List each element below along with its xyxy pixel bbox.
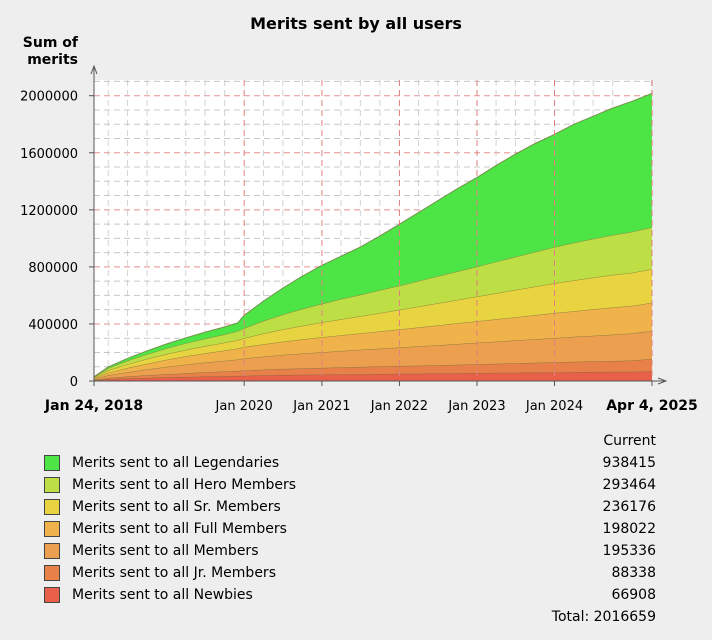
y-ticks: 0 400000 800000 1200000 1600000 2000000 xyxy=(20,90,94,390)
x-tick-label: Apr 4, 2025 xyxy=(606,398,698,414)
legend-item: Merits sent to all Sr. Members 236176 xyxy=(44,496,656,518)
legend-header: Current xyxy=(603,433,656,449)
legend-item: Merits sent to all Hero Members 293464 xyxy=(44,474,656,496)
legend-swatch xyxy=(44,565,60,581)
legend-label: Merits sent to all Newbies xyxy=(72,587,253,603)
area-series xyxy=(94,371,652,381)
legend-label: Merits sent to all Sr. Members xyxy=(72,499,281,515)
legend-value: 195336 xyxy=(602,543,656,559)
legend-swatch xyxy=(44,521,60,537)
x-tick-label: Jan 2020 xyxy=(215,399,273,414)
legend-label: Merits sent to all Legendaries xyxy=(72,455,280,471)
legend-item: Merits sent to all Full Members 198022 xyxy=(44,518,656,540)
legend-value: 938415 xyxy=(602,455,656,471)
area-series xyxy=(94,93,652,378)
y-axis-label-line2: merits xyxy=(27,52,78,68)
legend-swatch xyxy=(44,499,60,515)
y-axis-label-line1: Sum of xyxy=(23,35,79,51)
area-series xyxy=(94,227,652,378)
y-tick-label: 1600000 xyxy=(20,147,78,162)
chart-title: Merits sent by all users xyxy=(250,14,462,33)
legend-label: Merits sent to all Full Members xyxy=(72,521,287,537)
legend-item: Merits sent to all Newbies 66908 xyxy=(44,584,656,606)
legend-swatch xyxy=(44,587,60,603)
stacked-areas xyxy=(93,92,653,381)
y-tick-label: 1200000 xyxy=(20,204,78,219)
x-tick-label: Jan 2024 xyxy=(525,399,583,414)
x-tick-label: Jan 2021 xyxy=(292,399,350,414)
legend-swatch xyxy=(44,455,60,471)
x-tick-label: Jan 2022 xyxy=(370,399,428,414)
legend-item: Merits sent to all Legendaries 938415 xyxy=(44,452,656,474)
y-tick-label: 800000 xyxy=(28,261,78,276)
legend: Current Merits sent to all Legendaries 9… xyxy=(44,430,656,628)
area-series xyxy=(94,269,652,379)
axes xyxy=(90,64,668,385)
legend-item: Merits sent to all Jr. Members 88338 xyxy=(44,562,656,584)
y-axis-arrow xyxy=(90,64,98,75)
x-tick-label: Jan 24, 2018 xyxy=(44,398,143,414)
legend-value: 88338 xyxy=(611,565,656,581)
legend-value: 66908 xyxy=(611,587,656,603)
legend-swatch xyxy=(44,543,60,559)
y-axis-label: Sum of merits xyxy=(23,35,79,68)
y-tick-label: 0 xyxy=(70,375,78,390)
x-ticks: Jan 24, 2018 Jan 2020 Jan 2021 Jan 2022 Jan … xyxy=(44,381,698,414)
legend-label: Merits sent to all Members xyxy=(72,543,259,559)
y-tick-label: 2000000 xyxy=(20,90,78,105)
y-tick-label: 400000 xyxy=(28,318,78,333)
area-series xyxy=(94,358,652,381)
legend-total: Total: 2016659 xyxy=(551,609,656,625)
legend-value: 293464 xyxy=(602,477,656,493)
legend-value: 236176 xyxy=(602,499,656,515)
area-series xyxy=(94,331,652,380)
chart: Merits sent by all users Sum of merits 0… xyxy=(20,14,698,414)
legend-label: Merits sent to all Hero Members xyxy=(72,477,297,493)
legend-value: 198022 xyxy=(602,521,656,537)
area-series xyxy=(94,302,652,380)
x-axis-arrow xyxy=(657,377,668,385)
legend-item: Merits sent to all Members 195336 xyxy=(44,540,656,562)
legend-swatch xyxy=(44,477,60,493)
x-tick-label: Jan 2023 xyxy=(447,399,505,414)
legend-label: Merits sent to all Jr. Members xyxy=(72,565,276,581)
